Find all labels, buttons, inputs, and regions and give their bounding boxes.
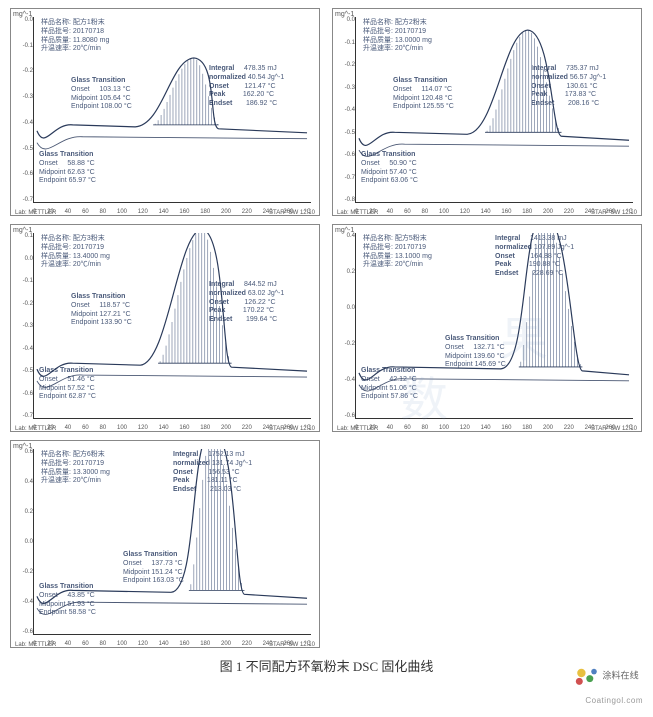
y-axis xyxy=(33,449,34,635)
figure-caption: 图 1 不同配方环氧粉末 DSC 固化曲线 xyxy=(10,656,643,675)
dsc-panel-5: mg^-1 样品名称: 配方6粉末 样品批号: 20170719 样品质量: 1… xyxy=(10,440,320,648)
y-ticks: 0.10.0-0.1-0.2-0.3-0.4-0.5-0.6-0.7 xyxy=(13,233,33,419)
panel-footer: Lab: METTLERSTAR° SW 12.10 xyxy=(13,642,317,648)
panel-footer: Lab: METTLERSTAR° SW 12.10 xyxy=(13,210,317,216)
x-axis xyxy=(355,202,633,203)
panel-footer: Lab: METTLERSTAR° SW 12.10 xyxy=(335,426,639,432)
y-axis xyxy=(355,233,356,419)
svg-text:涂料在线: 涂料在线 xyxy=(602,670,638,681)
y-ticks: 0.60.40.20.0-0.2-0.4-0.6 xyxy=(13,449,33,635)
y-axis xyxy=(33,17,34,203)
x-axis xyxy=(33,418,311,419)
dsc-curve xyxy=(355,17,633,203)
dsc-curve xyxy=(33,449,311,635)
y-ticks: 0.40.20.0-0.2-0.4-0.6 xyxy=(335,233,355,419)
dsc-curve xyxy=(33,17,311,203)
panel-footer: Lab: METTLERSTAR° SW 12.10 xyxy=(13,426,317,432)
y-ticks: 0.0-0.1-0.2-0.3-0.4-0.5-0.6-0.7-0.8 xyxy=(335,17,355,203)
figure-container: mg^-1 样品名称: 配方1粉末 样品批号: 20170718 样品质量: 1… xyxy=(0,0,653,683)
y-axis xyxy=(33,233,34,419)
dsc-panel-4: mg^-1 样品名称: 配方5粉末 样品批号: 20170719 样品质量: 1… xyxy=(332,224,642,432)
dsc-curve xyxy=(33,233,311,419)
site-logo: 涂料在线 xyxy=(573,666,643,689)
dsc-panel-3: mg^-1 样品名称: 配方3粉末 样品批号: 20170719 样品质量: 1… xyxy=(10,224,320,432)
x-axis xyxy=(33,202,311,203)
dsc-curve xyxy=(355,233,633,419)
dsc-panel-2: mg^-1 样品名称: 配方2粉末 样品批号: 20170719 样品质量: 1… xyxy=(332,8,642,216)
panel-footer: Lab: METTLERSTAR° SW 12.10 xyxy=(335,210,639,216)
site-url: Coatingol.com xyxy=(585,696,643,705)
y-ticks: 0.0-0.1-0.2-0.3-0.4-0.5-0.6-0.7 xyxy=(13,17,33,203)
dsc-panel-1: mg^-1 样品名称: 配方1粉末 样品批号: 20170718 样品质量: 1… xyxy=(10,8,320,216)
x-axis xyxy=(33,634,311,635)
x-axis xyxy=(355,418,633,419)
y-axis xyxy=(355,17,356,203)
